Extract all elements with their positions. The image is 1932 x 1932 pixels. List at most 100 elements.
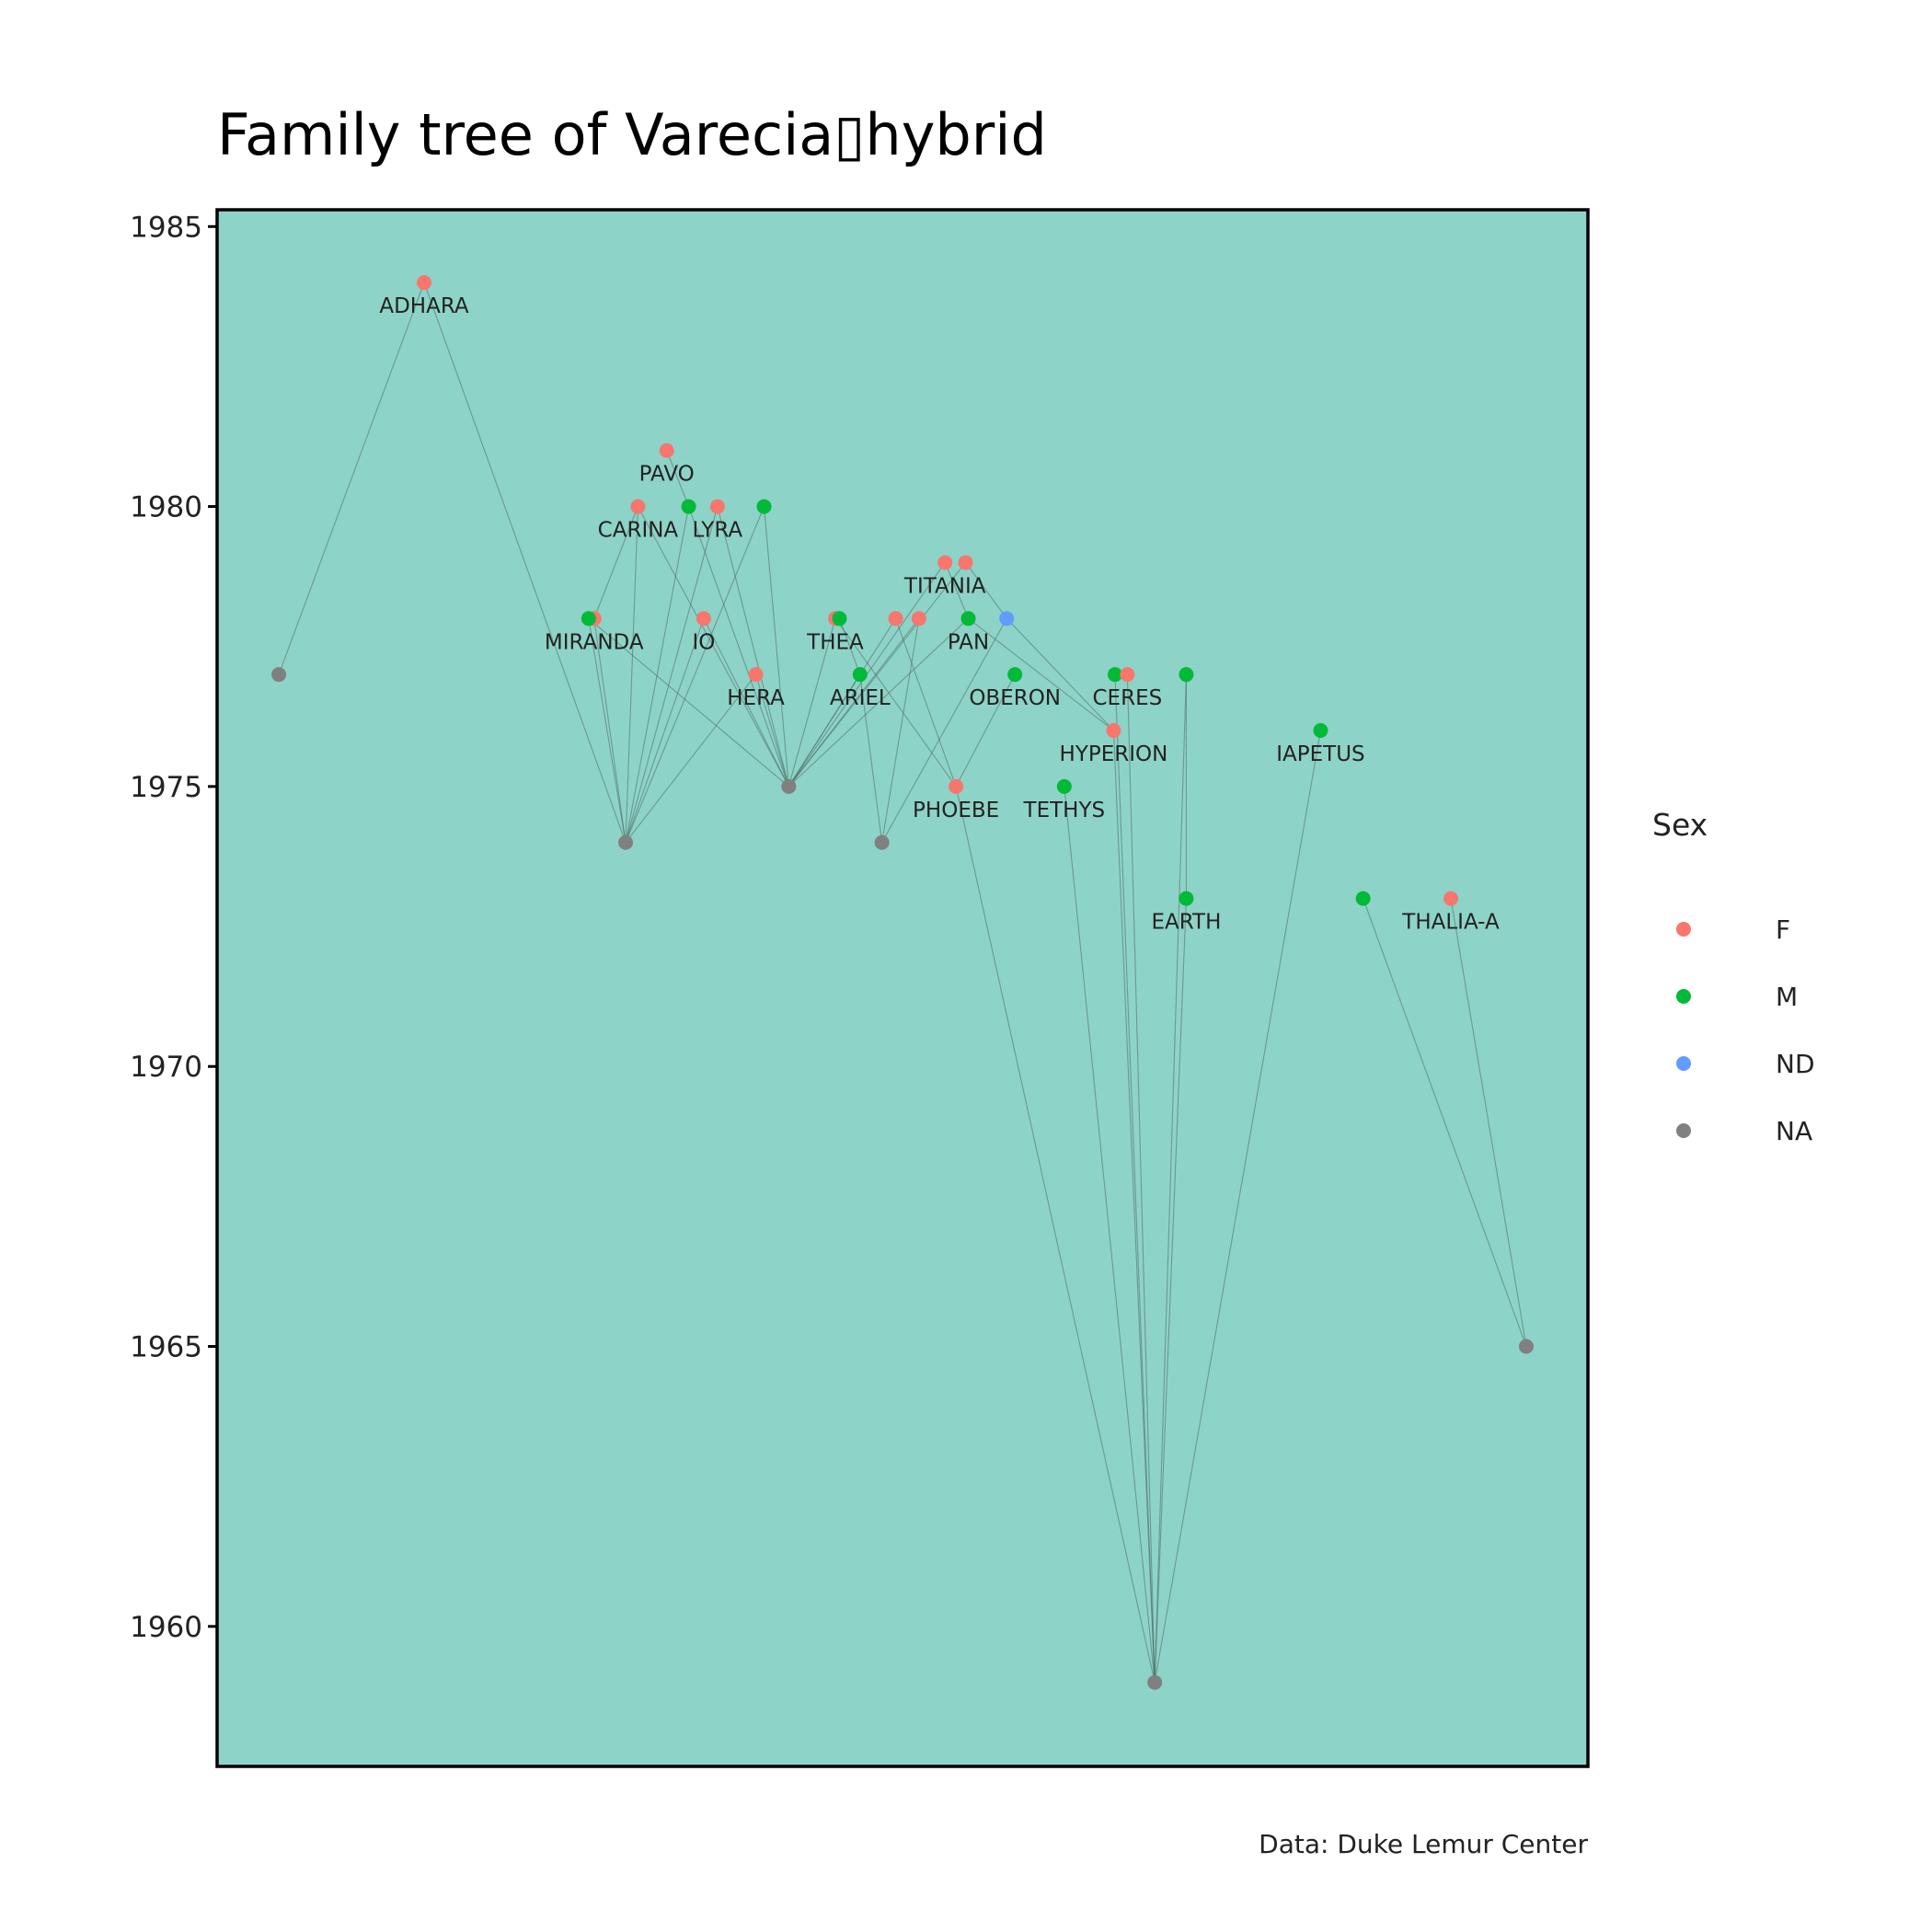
y-tick-label: 1985 <box>130 211 202 244</box>
caption: Data: Duke Lemur Center <box>1259 1829 1588 1859</box>
animal-name-label: EARTH <box>1151 911 1221 935</box>
animal-name-label: THEA <box>806 630 864 654</box>
animal-name-label: OBERON <box>969 686 1061 710</box>
parent-link <box>666 450 690 507</box>
y-tick-label: 1975 <box>130 771 202 804</box>
animal-point <box>937 555 953 570</box>
chart-title: Family tree of Varecia▯hybrid <box>217 101 1047 168</box>
parent-link <box>755 674 789 788</box>
animal-name-label: IAPETUS <box>1276 742 1364 766</box>
parent-link <box>1126 674 1156 1683</box>
parent-link <box>1114 674 1156 1683</box>
animal-labels: ADHARA MIRANDA CARINA PAVO LYRA IO HERA THEA ARI… <box>379 294 1500 934</box>
animal-point <box>949 778 964 794</box>
parent-link <box>625 506 719 843</box>
parent-link <box>788 618 897 788</box>
legend-label: M <box>1776 982 1798 1012</box>
animal-name-label: CERES <box>1093 686 1163 710</box>
animal-point <box>681 499 696 514</box>
animal-point <box>1518 1339 1534 1354</box>
parent-link <box>881 618 1007 844</box>
parent-link <box>1154 674 1187 1683</box>
animal-point <box>618 834 634 850</box>
animal-name-label: TETHYS <box>1023 799 1106 822</box>
y-tick-label: 1970 <box>130 1051 202 1084</box>
y-tick-label: 1980 <box>130 491 202 524</box>
parent-link <box>588 618 627 843</box>
animal-point <box>1355 891 1371 906</box>
animal-point <box>852 667 868 683</box>
legend: Sex F M ND NA <box>1652 807 1815 1146</box>
parent-link <box>1154 898 1187 1683</box>
animal-name-label: TITANIA <box>903 574 986 598</box>
animal-point <box>630 499 646 514</box>
animal-point <box>748 667 764 683</box>
animal-point <box>659 443 674 458</box>
legend-label: NA <box>1776 1116 1812 1146</box>
animal-point <box>1443 891 1458 906</box>
parent-link <box>688 506 789 788</box>
animal-point <box>1147 1674 1163 1690</box>
animal-point <box>1007 667 1023 683</box>
legend-label: F <box>1776 914 1790 945</box>
animal-point <box>1106 723 1121 739</box>
parent-link <box>593 618 627 843</box>
animal-point <box>416 275 431 291</box>
y-tick-label: 1965 <box>130 1331 202 1364</box>
parent-link <box>625 506 765 843</box>
parent-link <box>944 562 970 619</box>
animal-name-label: HERA <box>727 686 785 710</box>
animal-name-label: PAVO <box>639 463 695 487</box>
parent-link <box>1450 898 1527 1347</box>
animal-point <box>1107 667 1122 683</box>
animal-name-label: CARINA <box>598 519 679 543</box>
animal-point <box>1056 778 1072 794</box>
animal-name-label: ADHARA <box>379 294 469 318</box>
legend-key <box>1676 1056 1691 1071</box>
animal-point <box>709 499 725 514</box>
animal-name-label: LYRA <box>693 519 743 543</box>
parent-link <box>895 618 957 788</box>
parent-link <box>955 786 1156 1683</box>
animal-name-label: HYPERION <box>1060 742 1168 766</box>
animal-name-label: THALIA-A <box>1401 911 1500 935</box>
parent-link <box>1154 730 1321 1683</box>
animal-point <box>756 499 772 514</box>
parent-link <box>625 506 690 843</box>
animal-name-label: MIRANDA <box>545 630 644 654</box>
animal-point <box>781 778 797 794</box>
animal-points <box>271 275 1534 1690</box>
legend-key <box>1676 1123 1691 1138</box>
plot-panel <box>215 208 1590 1768</box>
parent-link <box>278 282 425 675</box>
parent-link <box>593 506 638 619</box>
y-axis: 1960 1965 1970 1975 1980 1985 <box>130 211 217 1644</box>
animal-name-label: PHOEBE <box>913 799 999 822</box>
parent-link <box>717 506 789 788</box>
animal-name-label: IO <box>693 630 716 654</box>
legend-label: ND <box>1776 1049 1815 1079</box>
parent-link <box>1363 898 1527 1347</box>
animal-point <box>581 611 596 627</box>
animal-point <box>1313 723 1328 739</box>
animal-point <box>1120 667 1135 683</box>
animal-name-label: PAN <box>948 630 989 654</box>
parent-link <box>703 618 789 788</box>
animal-point <box>874 834 890 850</box>
legend-key <box>1676 989 1691 1004</box>
parent-link <box>625 506 638 843</box>
parent-link <box>788 617 969 788</box>
parent-link <box>763 506 789 787</box>
animal-point <box>960 611 976 627</box>
parent-link <box>1006 617 1114 731</box>
animal-point <box>888 611 903 627</box>
animal-point <box>911 611 926 627</box>
parent-link <box>965 562 1007 619</box>
parent-link <box>968 617 1114 731</box>
animal-point <box>1179 667 1194 683</box>
parent-link <box>588 617 789 788</box>
animal-point <box>958 555 973 570</box>
parent-link <box>788 618 836 788</box>
animal-point <box>999 611 1015 627</box>
